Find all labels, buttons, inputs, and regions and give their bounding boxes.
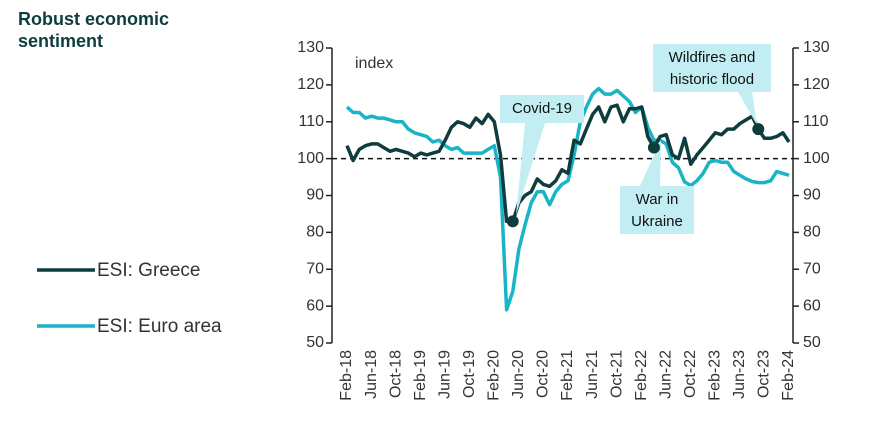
x-tick-label: Feb-23	[707, 350, 724, 401]
series-line	[345, 103, 791, 224]
x-tick-label: Feb-24	[780, 350, 797, 401]
annotation-pointer	[516, 123, 545, 215]
annotation-dot	[506, 215, 519, 228]
annotation-text: War in	[636, 191, 679, 208]
annotation-box	[500, 95, 584, 123]
x-tick-label: Oct-21	[608, 350, 625, 398]
x-tick-label: Jun-21	[584, 350, 601, 399]
annotation-text: Wildfires and	[669, 49, 756, 66]
x-tick-label: Feb-21	[559, 350, 576, 401]
y2-tick-label: 50	[803, 334, 821, 351]
x-tick-label: Oct-22	[682, 350, 699, 398]
y2-tick-label: 90	[803, 187, 821, 204]
legend-label: ESI: Euro area	[97, 316, 222, 337]
annotation-text: historic flood	[670, 71, 754, 88]
annotation-box	[653, 44, 771, 92]
x-tick-label: Jun-19	[436, 350, 453, 399]
x-tick-label: Oct-19	[461, 350, 478, 398]
y2-tick-label: 70	[803, 260, 821, 277]
y2-tick-label: 60	[803, 297, 821, 314]
annotation-box	[620, 186, 694, 234]
y-tick-label: 50	[306, 334, 324, 351]
x-tick-label: Feb-22	[633, 350, 650, 401]
chart-title: Robust economic sentiment	[18, 9, 170, 51]
x-tick-label: Oct-23	[756, 350, 773, 398]
x-tick-label: Oct-18	[387, 350, 404, 398]
y-axis-label: index	[355, 55, 393, 72]
y-tick-label: 130	[297, 39, 324, 56]
y-tick-label: 60	[306, 297, 324, 314]
y2-tick-label: 110	[803, 113, 829, 130]
y-tick-label: 90	[306, 187, 324, 204]
y-tick-label: 110	[298, 113, 324, 130]
y2-tick-label: 80	[803, 224, 821, 241]
y-tick-label: 120	[297, 76, 324, 93]
x-tick-label: Feb-20	[486, 350, 503, 401]
legend-label: ESI: Greece	[97, 260, 201, 281]
annotation-text: Ukraine	[631, 213, 683, 230]
y2-tick-label: 100	[803, 150, 830, 167]
y2-tick-label: 130	[803, 39, 830, 56]
y-tick-label: 80	[306, 224, 324, 241]
y-tick-label: 70	[306, 260, 324, 277]
x-tick-label: Jun-20	[510, 350, 527, 399]
x-tick-label: Oct-20	[535, 350, 552, 398]
annotation-pointer	[738, 92, 757, 125]
x-tick-label: Feb-18	[338, 350, 355, 401]
x-tick-label: Jun-22	[657, 350, 674, 399]
annotation-text: Covid-19	[512, 100, 572, 117]
series-line	[345, 86, 790, 312]
y-tick-label: 100	[297, 150, 324, 167]
x-tick-label: Jun-18	[363, 350, 380, 399]
x-tick-label: Jun-23	[731, 350, 748, 399]
annotation-dot	[647, 141, 660, 154]
annotation-dot	[752, 123, 765, 136]
x-tick-label: Feb-19	[412, 350, 429, 401]
y2-tick-label: 120	[803, 76, 830, 93]
